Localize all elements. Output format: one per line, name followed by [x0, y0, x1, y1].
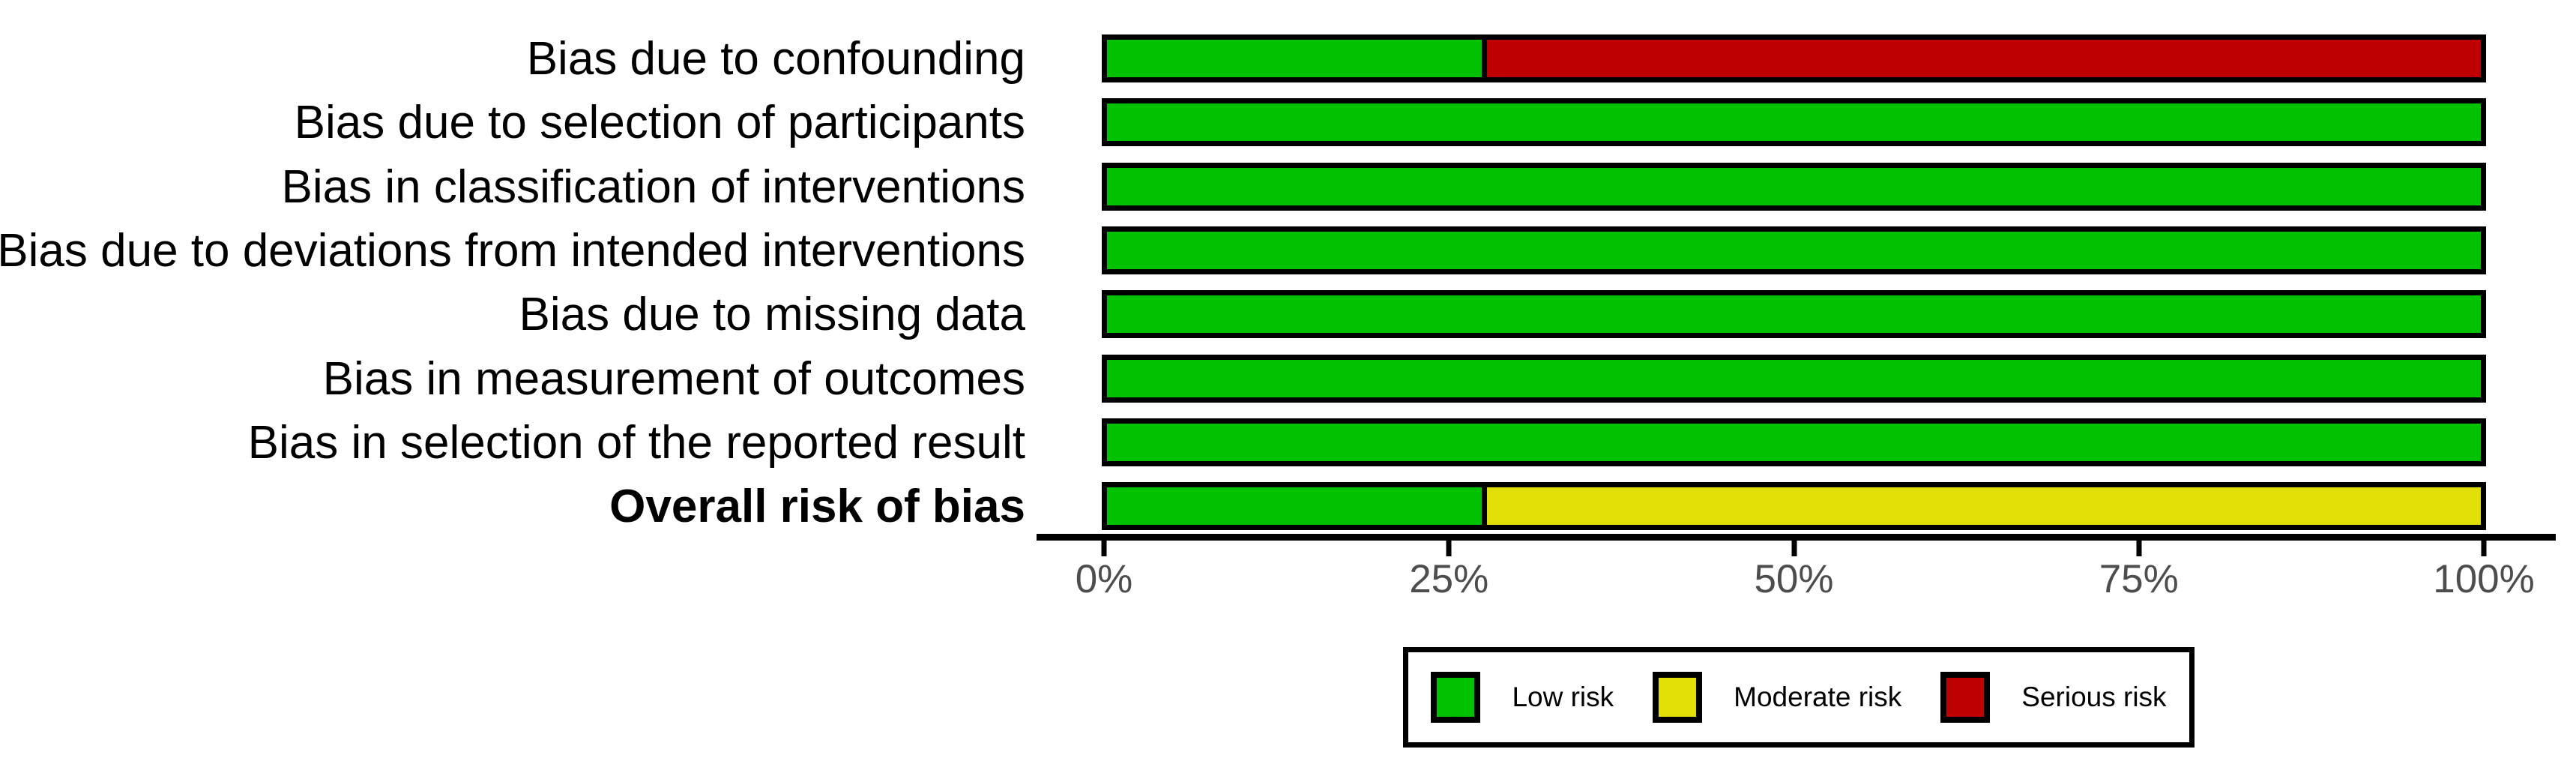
legend-entry-moderate-risk: Moderate risk	[1653, 672, 1901, 723]
category-label-bias-due-to-missing-data: Bias due to missing data	[519, 288, 1026, 340]
bar-segment-low-risk	[1107, 295, 2481, 333]
stacked-bar-bias-due-to-missing-data	[1102, 290, 2486, 338]
bar-segment-low-risk	[1107, 424, 2481, 461]
category-label-bias-due-to-deviations-from-intended-interventions: Bias due to deviations from intended int…	[0, 224, 1025, 277]
bar-segment-serious-risk	[1482, 40, 2481, 77]
x-axis-tick-75	[2136, 541, 2142, 556]
stacked-bar-bias-due-to-deviations-from-intended-interventions	[1102, 226, 2486, 274]
x-axis-tick-label-25: 25%	[1409, 557, 1489, 601]
stacked-bar-bias-due-to-selection-of-participants	[1102, 98, 2486, 146]
legend-swatch-serious-risk	[1940, 672, 1991, 723]
legend-entry-low-risk: Low risk	[1431, 672, 1614, 723]
bar-segment-low-risk	[1107, 487, 1482, 525]
legend-swatch-low-risk	[1431, 672, 1481, 723]
x-axis-tick-label-100: 100%	[2433, 557, 2535, 601]
legend-entry-serious-risk: Serious risk	[1940, 672, 2167, 723]
category-label-bias-due-to-confounding: Bias due to confounding	[526, 32, 1025, 85]
bar-segment-low-risk	[1107, 232, 2481, 269]
legend-swatch-moderate-risk	[1653, 672, 1703, 723]
x-axis-tick-label-0: 0%	[1075, 557, 1133, 601]
x-axis-tick-25	[1446, 541, 1452, 556]
stacked-bar-bias-in-classification-of-interventions	[1102, 163, 2486, 211]
bar-segment-low-risk	[1107, 360, 2481, 397]
category-label-bias-in-measurement-of-outcomes: Bias in measurement of outcomes	[322, 352, 1025, 405]
x-axis-tick-0	[1101, 541, 1107, 556]
legend-label-serious-risk: Serious risk	[2021, 682, 2167, 712]
legend-label-low-risk: Low risk	[1512, 682, 1614, 712]
category-label-overall-risk-of-bias: Overall risk of bias	[609, 480, 1025, 532]
category-label-bias-due-to-selection-of-participants: Bias due to selection of participants	[294, 96, 1025, 148]
x-axis-tick-50	[1791, 541, 1797, 556]
x-axis-line	[1037, 534, 2556, 541]
legend-box: Low risk Moderate risk Serious risk	[1403, 647, 2195, 748]
stacked-bar-overall-risk-of-bias	[1102, 482, 2486, 530]
bar-segment-moderate-risk	[1482, 487, 2481, 525]
x-axis-tick-label-50: 50%	[1754, 557, 1834, 601]
category-label-bias-in-classification-of-interventions: Bias in classification of interventions	[281, 160, 1025, 213]
legend-items: Low risk Moderate risk Serious risk	[1431, 672, 2167, 723]
legend-label-moderate-risk: Moderate risk	[1734, 682, 1902, 712]
stacked-bar-bias-due-to-confounding	[1102, 34, 2486, 82]
bar-segment-low-risk	[1107, 103, 2481, 141]
category-label-bias-in-selection-of-the-reported-result: Bias in selection of the reported result	[247, 416, 1025, 469]
bar-segment-low-risk	[1107, 40, 1482, 77]
stacked-bar-bias-in-selection-of-the-reported-result	[1102, 418, 2486, 466]
stacked-bar-bias-in-measurement-of-outcomes	[1102, 355, 2486, 403]
x-axis-tick-label-75: 75%	[2099, 557, 2179, 601]
x-axis-tick-100	[2481, 541, 2487, 556]
bar-segment-low-risk	[1107, 168, 2481, 205]
